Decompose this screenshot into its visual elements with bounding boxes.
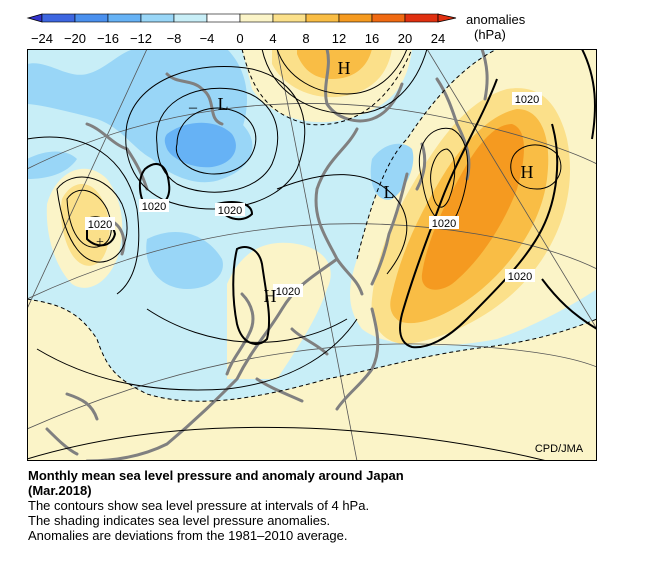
low-center-japan: L: [384, 182, 395, 202]
caption-title-line2: (Mar.2018): [28, 483, 92, 498]
positive-anomaly-shading: [27, 49, 597, 461]
low-center-mongolia: L: [218, 94, 229, 114]
anomaly-colorbar: −24 −20 −16 −12 −8 −4 0 4 8 12 16 20 24: [26, 13, 457, 46]
minus-anomaly-marker: –: [188, 99, 198, 116]
negative-anomaly-shading: [27, 49, 414, 289]
map-frame: [27, 49, 597, 461]
colorbar-box: [173, 13, 208, 23]
svg-text:1020: 1020: [515, 94, 539, 106]
svg-text:1020: 1020: [508, 271, 532, 283]
caption-title-line1: Monthly mean sea level pressure and anom…: [28, 468, 404, 483]
figure-caption: Monthly mean sea level pressure and anom…: [28, 468, 628, 543]
colorbar-tick-label: 16: [365, 31, 379, 46]
colorbar-tick-labels: −24 −20 −16 −12 −8 −4 0 4 8 12 16 20 24: [31, 31, 445, 46]
isobars-1020: [86, 49, 597, 349]
isobar-label-west: 1020: [139, 199, 169, 213]
isobar-label-nw: 1020: [85, 217, 115, 231]
colorbar-tick-label: −16: [97, 31, 119, 46]
isobars-dashed: [27, 49, 597, 402]
colorbar-tick-label: 20: [398, 31, 412, 46]
high-center-korea: H: [264, 286, 277, 306]
high-center-north: H: [338, 58, 351, 78]
colorbar-tick-label: 4: [269, 31, 276, 46]
colorbar-tick-label: −12: [130, 31, 152, 46]
isobar-label-japan: 1020: [429, 216, 459, 230]
isobar-label-korea: 1020: [273, 284, 303, 298]
isobar-label-center: 1020: [215, 203, 245, 217]
colorbar-title: anomalies (hPa): [466, 12, 525, 42]
colorbar-box: [107, 13, 142, 23]
colorbar-arrow-left: [26, 13, 43, 23]
colorbar-box: [41, 13, 76, 23]
colorbar-box: [305, 13, 340, 23]
caption-line1: The contours show sea level pressure at …: [28, 498, 370, 513]
plus-anomaly-marker: +: [96, 235, 104, 250]
isobar-label-ne: 1020: [512, 92, 542, 106]
svg-text:1020: 1020: [218, 205, 242, 217]
colorbar-tick-label: −8: [167, 31, 182, 46]
isobar-label-east: 1020: [505, 269, 535, 283]
svg-text:1020: 1020: [88, 219, 112, 231]
colorbar-tick-label: −24: [31, 31, 53, 46]
colorbar-box: [272, 13, 307, 23]
colorbar-box: [404, 13, 439, 23]
pressure-labels: 1020 1020 1020 1020 1020 1020 1020: [85, 92, 542, 298]
legend-unit: (hPa): [474, 27, 506, 42]
colorbar-box: [371, 13, 406, 23]
colorbar-arrow-right: [437, 13, 457, 23]
caption-line3: Anomalies are deviations from the 1981–2…: [28, 528, 348, 543]
colorbar-box: [239, 13, 274, 23]
colorbar-tick-label: 12: [332, 31, 346, 46]
colorbar-tick-label: −20: [64, 31, 86, 46]
caption-line2: The shading indicates sea level pressure…: [28, 513, 331, 528]
colorbar-boxes: [26, 13, 457, 23]
legend-title: anomalies: [466, 12, 526, 27]
colorbar-tick-label: 0: [236, 31, 243, 46]
colorbar-tick-label: 24: [431, 31, 445, 46]
graticule: [27, 49, 597, 461]
svg-text:1020: 1020: [432, 218, 456, 230]
high-center-east: H: [521, 162, 534, 182]
svg-text:1020: 1020: [142, 201, 166, 213]
colorbar-box: [338, 13, 373, 23]
colorbar-box: [140, 13, 175, 23]
colorbar-box: [74, 13, 109, 23]
svg-text:1020: 1020: [276, 286, 300, 298]
pressure-anomaly-map: 1020 1020 1020 1020 1020 1020 1020 H H H…: [27, 49, 597, 461]
colorbar-tick-label: 8: [302, 31, 309, 46]
colorbar-box: [206, 13, 241, 23]
credit-label: CPD/JMA: [535, 443, 584, 455]
pressure-centers: H H H L L – +: [96, 58, 533, 306]
colorbar-tick-label: −4: [200, 31, 215, 46]
